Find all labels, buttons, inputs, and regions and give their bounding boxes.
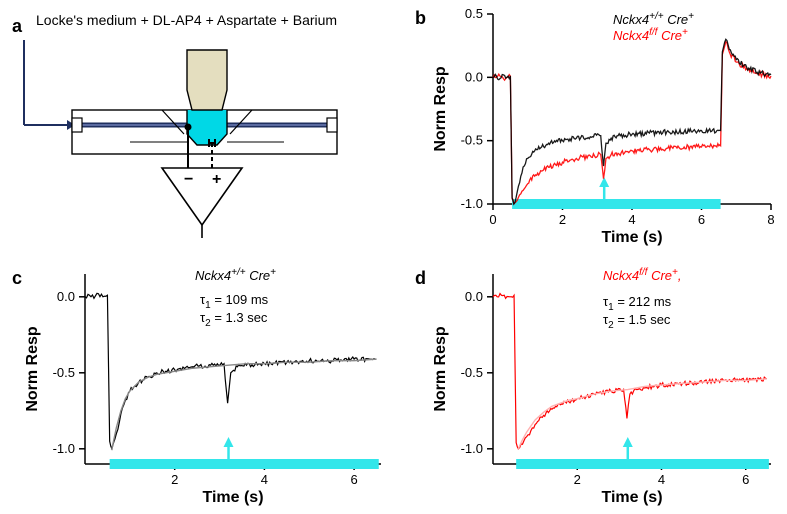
svg-text:2: 2 [171, 472, 178, 487]
svg-text:4: 4 [658, 472, 665, 487]
svg-text:Time (s): Time (s) [601, 229, 662, 246]
svg-text:τ2 = 1.3 sec: τ2 = 1.3 sec [200, 310, 268, 329]
svg-text:τ1 = 212 ms: τ1 = 212 ms [603, 294, 672, 313]
svg-text:Norm Resp: Norm Resp [432, 326, 449, 412]
svg-text:Time (s): Time (s) [202, 489, 263, 506]
panel-b-chart: 0 2 4 6 8 -1.0 -0.5 0.0 0.5 Time (s) Norm Resp Nckx… [415, 0, 785, 250]
svg-text:6: 6 [350, 472, 357, 487]
svg-text:-0.5: -0.5 [53, 365, 75, 380]
svg-text:Nckx4+/+ Cre+: Nckx4+/+ Cre+ [613, 11, 694, 27]
svg-text:-1.0: -1.0 [461, 441, 483, 456]
panel-a-diagram: −+ [12, 30, 372, 240]
svg-text:Norm Resp: Norm Resp [432, 66, 449, 152]
svg-text:Nckx4f/f Cre+: Nckx4f/f Cre+ [613, 27, 688, 43]
svg-text:Norm Resp: Norm Resp [24, 326, 41, 412]
svg-text:6: 6 [698, 212, 705, 227]
panel-c-chart: 2 4 6 -1.0 -0.5 0.0 Time (s) Norm Resp Nckx4+/+ … [5, 260, 395, 510]
svg-text:-0.5: -0.5 [461, 365, 483, 380]
svg-text:−: − [184, 171, 193, 188]
svg-text:2: 2 [574, 472, 581, 487]
svg-text:τ1 = 109 ms: τ1 = 109 ms [200, 292, 269, 311]
svg-text:Nckx4f/f Cre+,: Nckx4f/f Cre+, [603, 267, 682, 283]
svg-text:2: 2 [559, 212, 566, 227]
svg-text:0.0: 0.0 [57, 289, 75, 304]
svg-text:-0.5: -0.5 [461, 133, 483, 148]
panel-a-title: Locke's medium + DL-AP4 + Aspartate + Ba… [36, 12, 337, 28]
svg-text:-1.0: -1.0 [461, 196, 483, 211]
panel-d-chart: 2 4 6 -1.0 -0.5 0.0 Time (s) Norm Resp Nckx4f/f … [415, 260, 785, 510]
svg-text:0.0: 0.0 [465, 289, 483, 304]
svg-text:0.5: 0.5 [465, 6, 483, 21]
svg-text:+: + [212, 171, 221, 188]
svg-text:8: 8 [767, 212, 774, 227]
svg-text:Nckx4+/+ Cre+: Nckx4+/+ Cre+ [195, 267, 276, 283]
svg-text:Time (s): Time (s) [601, 489, 662, 506]
svg-text:τ2 = 1.5 sec: τ2 = 1.5 sec [603, 312, 671, 331]
svg-text:6: 6 [742, 472, 749, 487]
svg-text:-1.0: -1.0 [53, 441, 75, 456]
svg-text:0: 0 [489, 212, 496, 227]
svg-text:4: 4 [261, 472, 268, 487]
svg-text:4: 4 [628, 212, 635, 227]
svg-text:0.0: 0.0 [465, 69, 483, 84]
